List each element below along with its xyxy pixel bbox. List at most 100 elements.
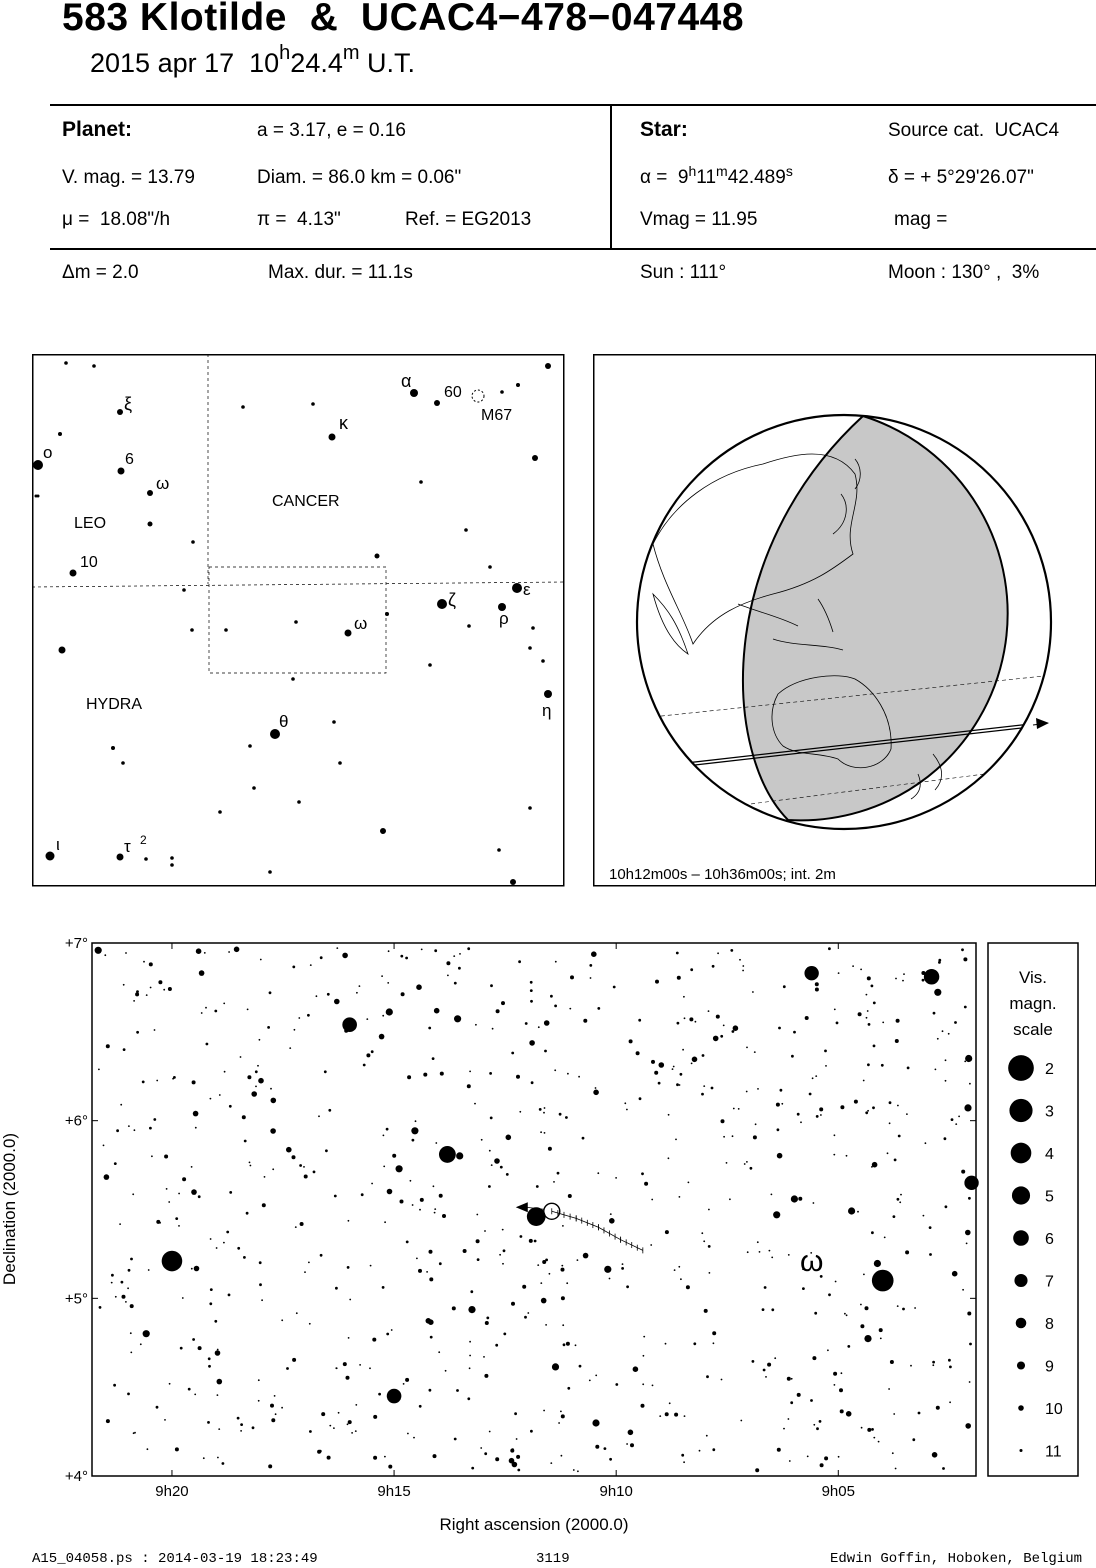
footer-number: 3119: [536, 1551, 570, 1567]
field-star: [530, 1429, 533, 1433]
field-star: [678, 1084, 681, 1086]
finder-star: [58, 646, 66, 654]
field-star: [409, 1179, 412, 1182]
field-star: [731, 1030, 735, 1033]
field-star: [179, 1346, 183, 1350]
field-star: [194, 1393, 197, 1396]
field-star: [419, 1208, 421, 1211]
field-star: [312, 1170, 316, 1174]
field-star: [291, 1155, 296, 1160]
field-star: [535, 1185, 539, 1188]
field-star: [944, 1059, 947, 1062]
field-star: [871, 1161, 878, 1168]
field-star: [453, 1437, 457, 1441]
field-star: [405, 1240, 409, 1244]
field-star: [358, 985, 361, 987]
finder-star: [297, 800, 301, 804]
field-star: [561, 1264, 564, 1267]
field-star: [833, 1134, 836, 1137]
finder-star: [498, 603, 506, 611]
finder-star: [34, 494, 38, 498]
field-star: [791, 1054, 794, 1058]
field-star: [476, 1258, 480, 1261]
field-star: [865, 1016, 868, 1019]
field-star: [326, 1455, 331, 1460]
field-star: [456, 1152, 464, 1160]
field-star: [193, 1265, 200, 1272]
field-star: [664, 1412, 669, 1417]
field-star: [708, 1272, 711, 1274]
field-star: [540, 1297, 547, 1304]
field-star: [156, 1079, 159, 1082]
field-star: [755, 1468, 760, 1473]
field-star: [609, 1213, 612, 1215]
field-star: [961, 948, 964, 952]
field-star: [136, 990, 139, 993]
field-star: [833, 1371, 838, 1376]
field-star: [729, 1198, 731, 1201]
field-star: [146, 1448, 149, 1451]
field-star: [159, 1221, 162, 1224]
field-star: [804, 1016, 809, 1020]
field-star: [917, 1411, 921, 1415]
field-star: [218, 1094, 221, 1096]
field-star: [897, 1104, 899, 1107]
finder-star: [241, 405, 245, 409]
field-star: [388, 1464, 393, 1469]
field-star: [207, 1421, 210, 1424]
field-star: [798, 1196, 803, 1201]
field-star: [706, 1375, 709, 1379]
field-star: [839, 1388, 843, 1393]
field-star: [98, 1068, 100, 1071]
field-star: [707, 1245, 711, 1248]
field-star: [499, 1253, 501, 1256]
field-star: [567, 1194, 572, 1198]
field-star: [732, 1025, 739, 1031]
field-star: [612, 985, 616, 989]
field-star: [806, 1455, 809, 1458]
field-star: [395, 1165, 403, 1173]
field-star: [802, 1287, 805, 1290]
target-star-marker: [543, 1202, 561, 1220]
field-star: [223, 1002, 226, 1005]
field-star: [775, 1102, 780, 1107]
finder-star: [116, 853, 124, 861]
field-star: [459, 953, 461, 955]
field-star: [949, 1365, 952, 1369]
field-star: [387, 950, 390, 953]
field-star: [113, 1383, 116, 1387]
y-tick-label: +6°: [65, 1113, 88, 1130]
field-star: [384, 1455, 386, 1458]
info-top-rule: [50, 104, 1096, 106]
field-star: [386, 1332, 390, 1336]
event-title: 583 Klotilde & UCAC4−478−047448: [62, 0, 745, 39]
field-star: [134, 1431, 136, 1434]
field-star: [195, 948, 202, 954]
legend-dot: [1016, 1361, 1026, 1370]
field-star: [865, 1111, 869, 1115]
field-star: [127, 1287, 129, 1290]
finder-star: [385, 612, 389, 616]
planet-vmag: V. mag. = 13.79: [62, 167, 195, 188]
field-star: [522, 1284, 527, 1289]
landmass-japan: [832, 458, 861, 535]
field-star: [955, 1123, 958, 1125]
field-star: [502, 1249, 506, 1253]
field-star: [130, 1257, 133, 1261]
field-star: [132, 1193, 135, 1196]
field-star: [717, 952, 719, 955]
field-star: [550, 994, 553, 998]
field-star: [167, 987, 172, 991]
landmass-newzealand: [910, 753, 942, 800]
field-star: [413, 1436, 415, 1439]
field-star: [228, 1104, 232, 1108]
field-star: [116, 1129, 119, 1133]
field-star: [768, 1249, 771, 1252]
field-star: [342, 1362, 347, 1367]
field-star: [626, 1443, 628, 1445]
field-star: [816, 1427, 819, 1431]
field-star: [880, 1063, 884, 1067]
field-star: [961, 1169, 966, 1174]
finder-star: [328, 433, 336, 441]
x-tick-label: 9h05: [822, 1483, 855, 1500]
